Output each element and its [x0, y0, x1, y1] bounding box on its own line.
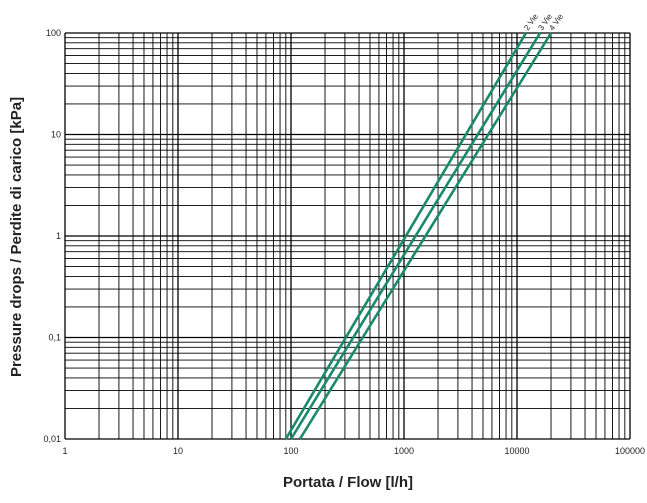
x-axis-title: Portata / Flow [l/h] [283, 474, 413, 491]
y-tick-label: 0,01 [43, 434, 61, 444]
x-tick-label: 100 [283, 446, 298, 456]
y-axis-title: Pressure drops / Perdite di carico [kPa] [8, 97, 25, 377]
y-tick-label: 1 [56, 231, 61, 241]
grid [64, 32, 631, 440]
x-tick-label: 10000 [504, 446, 529, 456]
x-tick-label: 10 [173, 446, 183, 456]
series-line [284, 32, 528, 440]
series-label: 2 Vie [522, 12, 540, 32]
series-line [298, 32, 553, 440]
tick-labels: 1 10 100 1000 10000 100000 0,01 0,1 1 10 100 [43, 28, 645, 456]
y-tick-label: 100 [46, 28, 61, 38]
x-tick-label: 100000 [615, 446, 645, 456]
x-tick-label: 1000 [394, 446, 414, 456]
y-tick-label: 10 [51, 130, 61, 140]
x-tick-label: 1 [62, 446, 67, 456]
series-line [289, 32, 542, 440]
y-tick-label: 0,1 [48, 333, 61, 343]
